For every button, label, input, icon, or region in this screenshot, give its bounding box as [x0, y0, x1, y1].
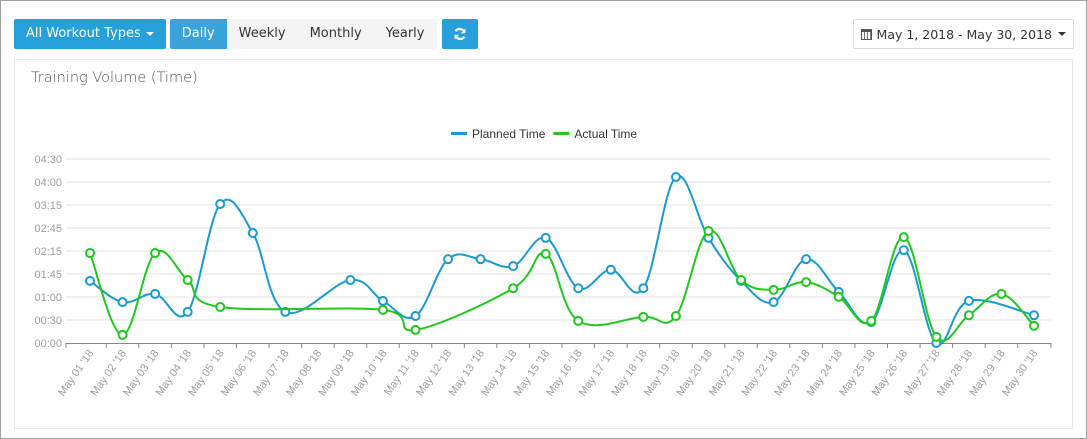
data-point-marker[interactable]: [638, 311, 649, 322]
legend-label: Planned Time: [472, 127, 546, 141]
period-toggle-group: Daily Weekly Monthly Yearly: [169, 19, 437, 49]
data-point-marker[interactable]: [1029, 310, 1039, 321]
legend-label: Actual Time: [574, 127, 637, 141]
chart-gridlines: [66, 158, 1051, 321]
refresh-button[interactable]: [441, 19, 478, 49]
legend-swatch-icon: [451, 132, 467, 135]
data-point-marker[interactable]: [703, 225, 714, 236]
data-point-marker[interactable]: [801, 277, 812, 288]
data-point-marker[interactable]: [377, 304, 388, 315]
data-point-marker[interactable]: [833, 291, 844, 302]
data-point-marker[interactable]: [377, 295, 388, 306]
data-point-marker[interactable]: [768, 297, 779, 308]
y-tick-label: 04:30: [34, 154, 62, 166]
caret-down-icon: [145, 31, 154, 36]
data-point-marker[interactable]: [215, 198, 226, 209]
period-monthly-button[interactable]: Monthly: [297, 19, 374, 49]
actual-time-series: [85, 225, 1039, 342]
data-point-marker[interactable]: [931, 331, 942, 342]
period-weekly-button[interactable]: Weekly: [226, 19, 298, 49]
y-tick-label: 02:15: [34, 246, 62, 258]
legend-item-actual[interactable]: Actual Time: [553, 127, 637, 141]
y-axis: 00:00 00:30 01:00 01:45 02:15 02:45 03:15 04:00…: [34, 154, 62, 350]
data-point-marker[interactable]: [638, 283, 649, 294]
legend-item-planned[interactable]: Planned Time: [451, 127, 546, 141]
y-tick-label: 01:45: [34, 269, 62, 281]
y-tick-label: 01:00: [34, 292, 62, 304]
refresh-icon: [453, 27, 466, 41]
data-point-marker[interactable]: [670, 171, 681, 182]
series-line: [89, 174, 1035, 346]
y-tick-label: 03:15: [34, 200, 62, 212]
legend-swatch-icon: [553, 132, 570, 135]
data-point-marker[interactable]: [540, 248, 551, 259]
data-point-marker[interactable]: [605, 264, 616, 275]
data-point-marker[interactable]: [1029, 320, 1039, 331]
data-point-marker[interactable]: [508, 261, 519, 272]
date-range-picker[interactable]: May 1, 2018 - May 30, 2018: [852, 19, 1074, 49]
period-daily-button[interactable]: Daily: [169, 19, 227, 49]
data-point-marker[interactable]: [85, 275, 95, 286]
data-point-marker[interactable]: [898, 245, 909, 256]
chart-legend: Planned Time Actual Time: [451, 127, 637, 141]
data-point-marker[interactable]: [801, 254, 812, 265]
data-point-marker[interactable]: [182, 306, 193, 317]
toolbar: All Workout Types Daily Weekly Monthly Y…: [14, 19, 478, 49]
data-point-marker[interactable]: [508, 283, 519, 294]
data-point-marker[interactable]: [768, 284, 779, 295]
data-point-marker[interactable]: [540, 232, 551, 243]
calendar-icon: [860, 28, 872, 40]
data-point-marker[interactable]: [573, 315, 584, 326]
data-point-marker[interactable]: [670, 311, 681, 322]
y-tick-label: 00:00: [34, 338, 62, 350]
data-point-marker[interactable]: [345, 275, 356, 286]
data-point-marker[interactable]: [247, 228, 258, 239]
data-point-marker[interactable]: [410, 311, 421, 322]
period-yearly-button[interactable]: Yearly: [373, 19, 437, 49]
data-point-marker[interactable]: [443, 254, 454, 265]
planned-time-series: [85, 171, 1039, 348]
data-point-marker[interactable]: [736, 275, 747, 286]
data-point-marker[interactable]: [117, 297, 128, 308]
data-point-marker[interactable]: [898, 232, 909, 243]
series-line: [89, 229, 1035, 342]
data-point-marker[interactable]: [866, 315, 877, 326]
data-point-marker[interactable]: [117, 329, 128, 340]
data-point-marker[interactable]: [996, 288, 1007, 299]
data-point-marker[interactable]: [215, 302, 226, 313]
data-point-marker[interactable]: [963, 295, 974, 306]
workout-type-label: All Workout Types: [26, 26, 141, 41]
data-point-marker[interactable]: [410, 324, 421, 335]
data-point-marker[interactable]: [963, 310, 974, 321]
data-point-marker[interactable]: [475, 254, 486, 265]
data-point-marker[interactable]: [573, 283, 584, 294]
workout-type-dropdown[interactable]: All Workout Types: [14, 19, 166, 49]
data-point-marker[interactable]: [182, 275, 193, 286]
data-point-marker[interactable]: [150, 288, 161, 299]
data-point-marker[interactable]: [85, 248, 95, 259]
panel-title: Training Volume (Time): [31, 70, 198, 86]
chart-series: [85, 171, 1039, 348]
y-tick-label: 04:00: [34, 177, 62, 189]
y-tick-label: 02:45: [34, 223, 62, 235]
y-tick-label: 00:30: [34, 315, 62, 327]
caret-down-icon: [1058, 32, 1066, 36]
data-point-marker[interactable]: [150, 248, 161, 259]
date-range-label: May 1, 2018 - May 30, 2018: [876, 26, 1052, 42]
